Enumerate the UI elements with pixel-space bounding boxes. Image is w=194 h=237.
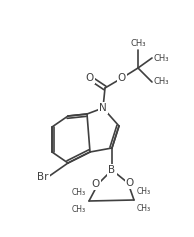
- Text: CH₃: CH₃: [72, 188, 86, 197]
- Text: CH₃: CH₃: [72, 205, 86, 214]
- Text: CH₃: CH₃: [154, 54, 170, 63]
- Text: CH₃: CH₃: [137, 204, 151, 213]
- Text: O: O: [126, 178, 134, 188]
- Text: CH₃: CH₃: [130, 39, 146, 48]
- Text: Br: Br: [37, 172, 49, 182]
- Text: B: B: [108, 165, 116, 175]
- Text: O: O: [118, 73, 126, 83]
- Text: N: N: [99, 103, 107, 113]
- Text: CH₃: CH₃: [154, 77, 170, 87]
- Text: O: O: [86, 73, 94, 83]
- Text: O: O: [92, 179, 100, 189]
- Text: CH₃: CH₃: [137, 187, 151, 196]
